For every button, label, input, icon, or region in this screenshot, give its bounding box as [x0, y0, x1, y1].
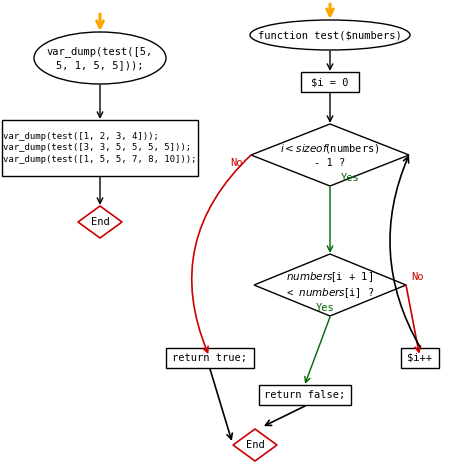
Text: var_dump(test([1, 2, 3, 4]));
var_dump(test([3, 3, 5, 5, 5, 5]));
var_dump(test(: var_dump(test([1, 2, 3, 4])); var_dump(t… [3, 133, 196, 164]
Text: return true;: return true; [172, 353, 247, 363]
Text: function test($numbers): function test($numbers) [258, 30, 401, 40]
Bar [2, 120, 198, 176]
Bar [300, 72, 358, 92]
Polygon shape [253, 254, 405, 316]
Bar [258, 385, 350, 405]
Polygon shape [78, 206, 122, 238]
Text: $i++: $i++ [407, 353, 432, 363]
Text: $numbers[$i + 1]
< $numbers[$i] ?: $numbers[$i + 1] < $numbers[$i] ? [285, 270, 373, 300]
Text: Yes: Yes [340, 173, 359, 183]
Text: End: End [245, 440, 264, 450]
Ellipse shape [249, 20, 409, 50]
Text: No: No [411, 272, 423, 282]
Polygon shape [250, 124, 408, 186]
Ellipse shape [34, 32, 166, 84]
Text: End: End [90, 217, 109, 227]
Text: return false;: return false; [264, 390, 345, 400]
Text: var_dump(test([5,
5, 1, 5, 5]));: var_dump(test([5, 5, 1, 5, 5])); [47, 47, 153, 70]
Text: $i < sizeof($numbers)
- 1 ?: $i < sizeof($numbers) - 1 ? [280, 142, 379, 168]
Polygon shape [232, 429, 276, 461]
Bar [166, 348, 253, 368]
Text: Yes: Yes [315, 303, 334, 313]
Text: $i = 0: $i = 0 [311, 77, 348, 87]
Text: No: No [230, 158, 243, 168]
Bar [400, 348, 438, 368]
